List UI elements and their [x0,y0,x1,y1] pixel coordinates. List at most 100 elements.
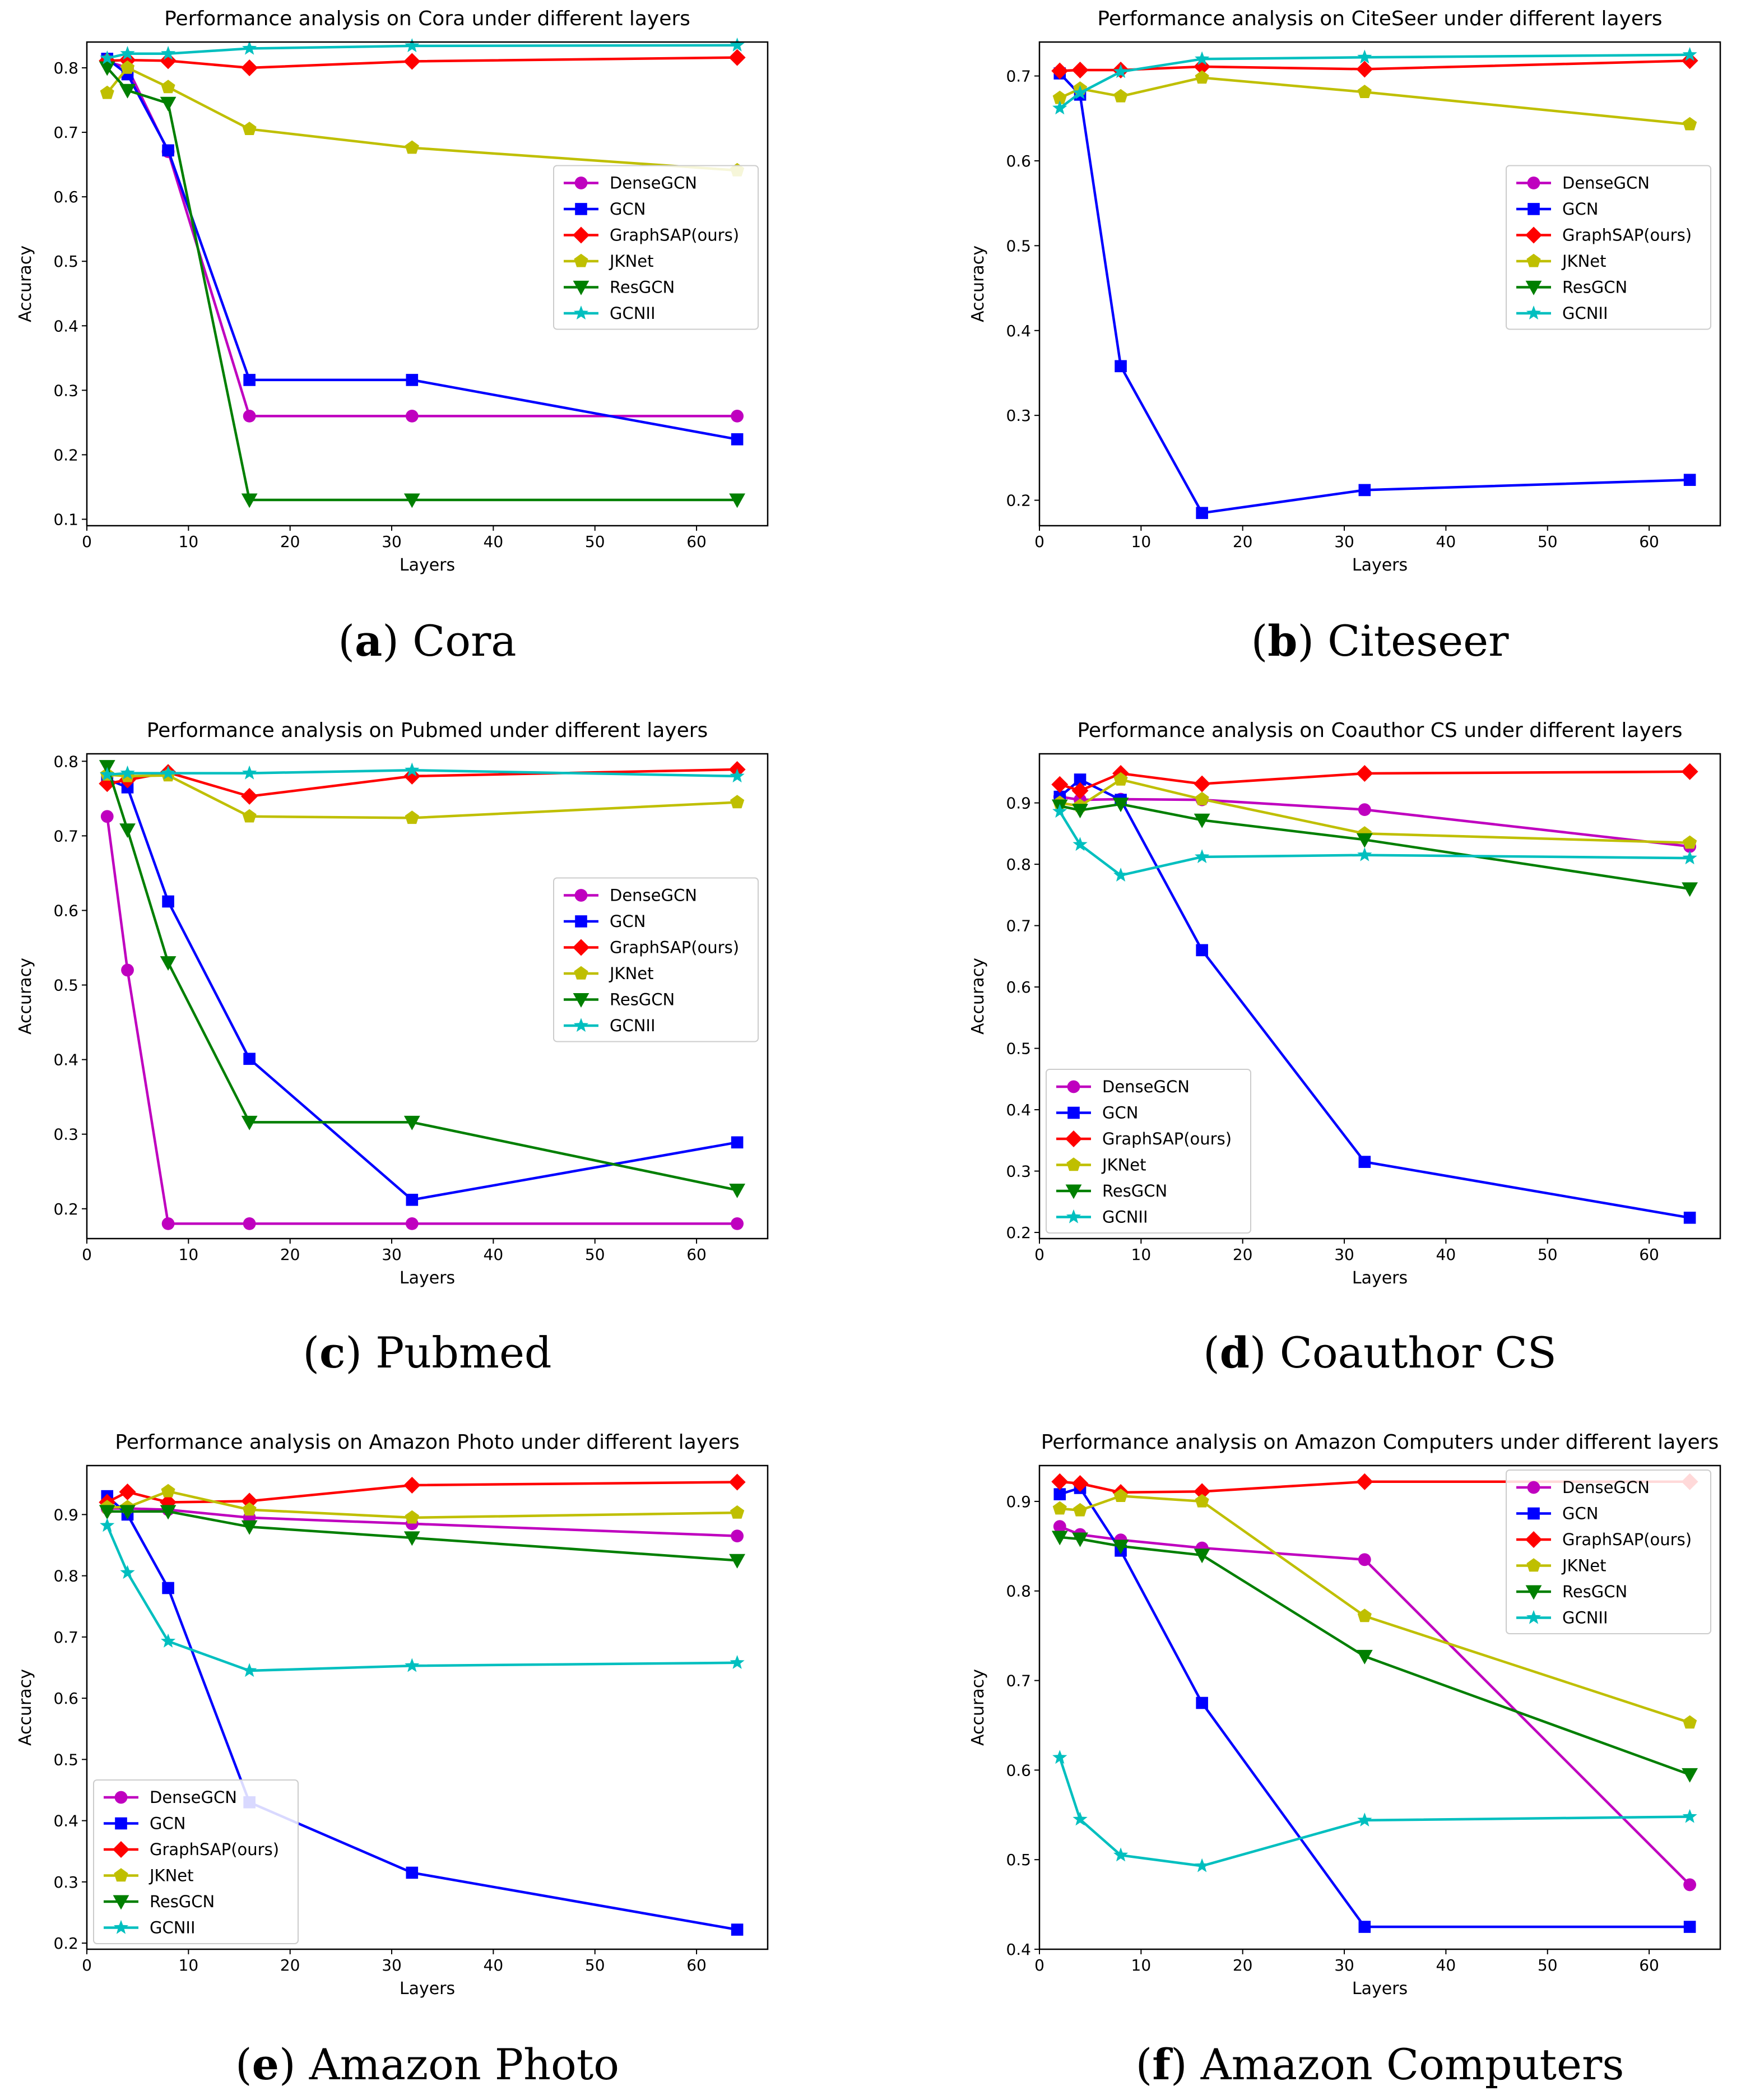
legend-marker [115,1817,127,1830]
data-point [731,1923,744,1936]
x-tick-label: 50 [1538,1245,1558,1264]
data-point [120,765,135,780]
data-point [1052,1750,1067,1764]
legend-marker [1066,1209,1081,1223]
x-tick-label: 40 [1436,1956,1456,1974]
x-tick-label: 50 [585,1956,605,1974]
data-point [121,963,134,977]
y-tick-label: 0.3 [53,1125,78,1144]
y-tick-label: 0.4 [53,1051,78,1069]
x-tick-label: 30 [382,532,402,551]
legend-marker [1065,1184,1082,1199]
legend-box [553,877,759,1042]
y-tick-label: 0.3 [53,381,78,400]
y-tick-label: 0.2 [1006,1223,1031,1242]
legend-label: JKNet [609,252,653,271]
data-point [1113,1489,1128,1502]
legend-label: DenseGCN [610,886,697,905]
legend-marker [573,280,589,295]
data-point [1194,58,1211,75]
data-point [1071,1475,1089,1492]
x-tick-label: 10 [1131,532,1152,551]
data-point [1357,85,1372,98]
x-tick-label: 0 [82,1245,92,1264]
y-tick-label: 0.2 [53,1200,78,1218]
data-point [1196,507,1208,520]
data-point [1683,474,1696,486]
data-point [241,59,258,77]
legend-label: GCNII [1562,1608,1608,1628]
y-axis-label: Accuracy [968,1669,988,1746]
series-line [1058,810,1690,877]
x-tick-label: 30 [1334,532,1354,551]
data-point [243,374,256,386]
legend-marker [574,177,588,189]
data-point [403,53,421,70]
x-axis-label: Layers [1352,555,1408,575]
x-tick-label: 60 [1639,1956,1659,1974]
series-line [107,1507,737,1537]
legend-marker [1526,1610,1542,1624]
data-point [1112,1540,1129,1555]
data-point [1683,1878,1696,1892]
chart-title: Performance analysis on Amazon Computers… [1041,1431,1719,1454]
data-point [162,144,174,157]
y-tick-label: 0.7 [53,1628,78,1647]
x-axis-label: Layers [400,1979,455,1999]
data-point [161,80,175,94]
panel-caption: (d) Coauthor CS [1203,1328,1557,1378]
series-line [1059,803,1690,891]
legend-marker [1526,1558,1541,1572]
legend-marker [113,1895,129,1910]
x-axis-label: Layers [1352,1268,1408,1288]
plot-frame [1038,41,1721,527]
data-point [120,60,135,74]
data-point [1683,835,1697,849]
data-point [1072,1532,1088,1547]
data-point [406,1866,419,1879]
legend-marker [114,1868,128,1882]
data-point [100,50,115,64]
series-line [106,1525,737,1672]
plot-frame [1038,753,1721,1240]
y-tick-label: 0.4 [53,1812,78,1830]
data-point [730,1655,745,1669]
data-point [405,409,419,423]
legend-label: GraphSAP(ours) [150,1840,279,1859]
data-point [730,795,745,809]
legend-label: DenseGCN [1562,173,1650,192]
y-tick-label: 0.4 [1006,1940,1031,1959]
data-point [1052,804,1067,818]
chart-panel-b: Performance analysis on CiteSeer under d… [968,7,1721,666]
data-point [100,810,114,823]
data-point [243,1053,256,1065]
y-tick-label: 0.5 [1006,1040,1031,1058]
x-tick-label: 10 [1131,1956,1152,1974]
data-point [1194,1549,1210,1564]
legend-label: GraphSAP(ours) [1562,225,1692,244]
data-point [241,1115,258,1130]
y-tick-label: 0.6 [1006,152,1031,170]
chart-title: Performance analysis on CiteSeer under d… [1097,7,1662,30]
data-point [1113,64,1129,78]
data-point [160,96,177,112]
chart-panel-e: Performance analysis on Amazon Photo und… [16,1431,769,2089]
data-point [1071,61,1089,78]
data-point [1073,1503,1088,1517]
plot-frame [86,1464,769,1950]
legend-marker [574,966,588,980]
x-tick-label: 60 [686,1245,707,1264]
data-point [162,1582,174,1594]
data-point [1053,1520,1066,1533]
legend-marker [1526,305,1542,320]
data-point [1113,1847,1129,1862]
plot-frame [1038,1464,1721,1950]
x-tick-label: 30 [382,1956,402,1974]
legend-box [93,1779,299,1944]
data-point [728,1473,746,1491]
y-tick-label: 0.6 [53,188,78,206]
data-point [1073,1811,1088,1826]
x-axis-label: Layers [1352,1979,1408,1999]
legend-label: JKNet [1561,252,1606,271]
y-axis-label: Accuracy [16,1669,35,1746]
